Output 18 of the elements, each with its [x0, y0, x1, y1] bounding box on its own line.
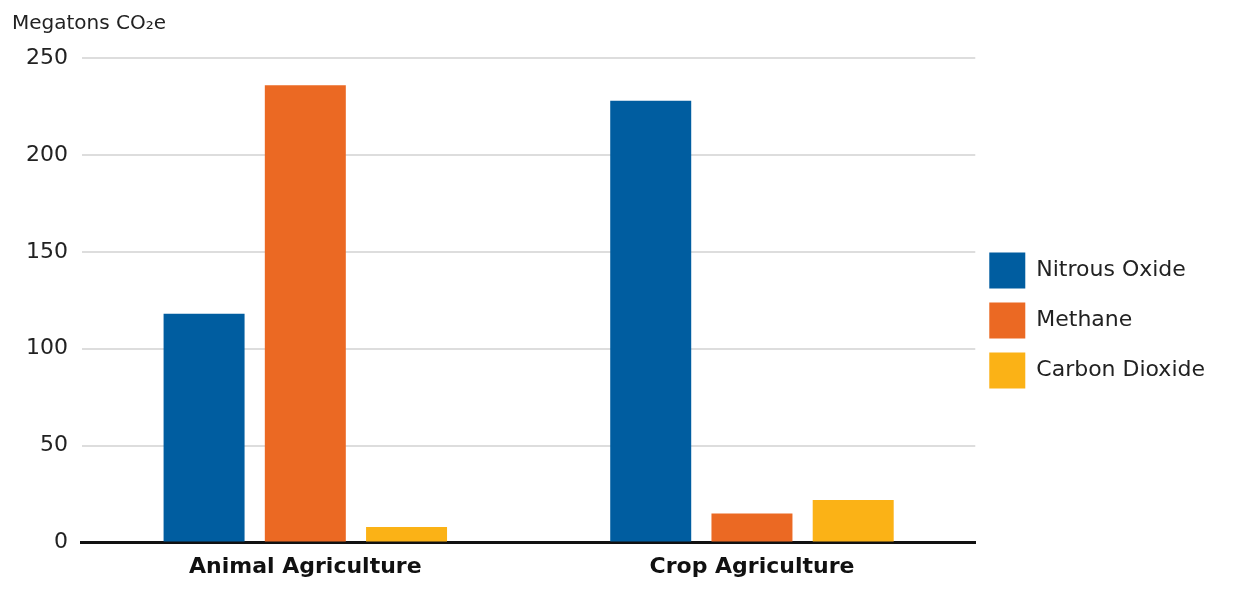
y-tick-label: 200 [25, 140, 68, 166]
y-tick-label: 150 [25, 237, 68, 263]
legend-label: Nitrous Oxide [1036, 256, 1186, 282]
bar [711, 513, 793, 542]
legend-label: Methane [1036, 306, 1133, 332]
bar [366, 527, 448, 542]
bar [264, 85, 346, 542]
legend-label: Carbon Dioxide [1036, 356, 1205, 382]
bar [812, 499, 894, 542]
y-tick-label: 100 [25, 334, 68, 360]
y-axis-title: Megatons CO₂e [12, 10, 167, 35]
x-tick-label: Crop Agriculture [649, 552, 855, 578]
x-tick-label: Animal Agriculture [189, 552, 422, 578]
bar [610, 100, 692, 542]
bar [163, 313, 245, 542]
y-tick-label: 0 [53, 528, 68, 554]
y-tick-label: 50 [39, 431, 68, 457]
y-tick-label: 250 [25, 43, 68, 69]
